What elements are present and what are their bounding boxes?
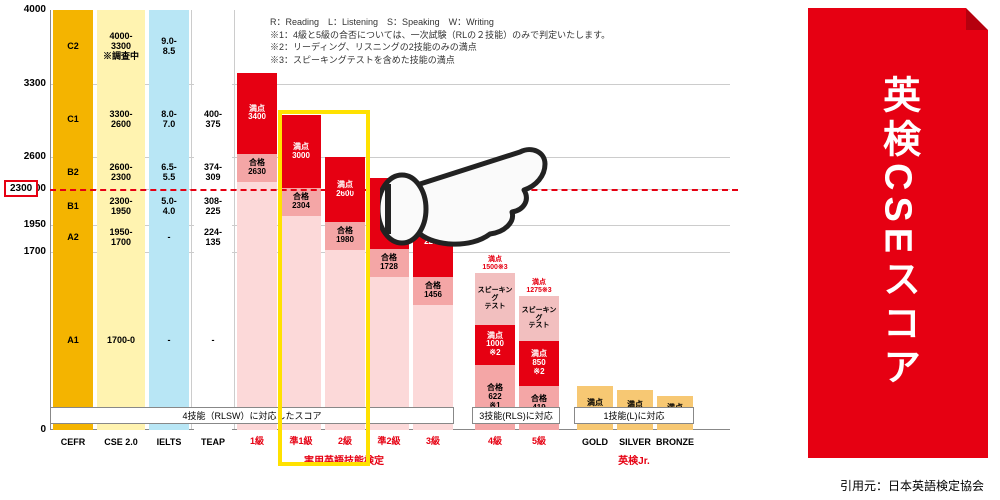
x-label: CEFR — [51, 437, 95, 447]
full-segment: 満点3000 — [281, 115, 321, 188]
x-label: 準2級 — [367, 434, 411, 447]
chart-notes: R：Reading L：Listening S：Speaking W：Writi… — [270, 16, 610, 66]
title-panel: 英検CSEスコア — [808, 8, 988, 458]
y-tick: 0 — [10, 424, 46, 435]
full-segment: 満点3400 — [237, 73, 277, 154]
band: 400- 375 — [194, 84, 232, 158]
band: 374- 309 — [194, 157, 232, 189]
band: A1 — [53, 252, 93, 431]
band: 2300- 1950 — [97, 189, 145, 226]
score-marker: 2300 — [4, 180, 38, 197]
column: 400- 375374- 309308- 225224- 135-TEAP — [191, 10, 235, 429]
pointer-hand-icon — [380, 134, 550, 259]
column: C2C1B2B1A2A1CEFR — [51, 10, 95, 429]
column: 9.0- 8.58.0- 7.06.5- 5.55.0- 4.0--IELTS — [147, 10, 191, 429]
band: 2600- 2300 — [97, 157, 145, 189]
x-label: 2級 — [323, 434, 367, 447]
x-label: 3級 — [411, 434, 455, 447]
y-tick: 1950 — [10, 219, 46, 230]
bottom-group-label: 実用英語技能検定 — [234, 452, 454, 467]
band: 3300- 2600 — [97, 84, 145, 158]
column: 合格2630満点34001級 — [235, 10, 279, 429]
band: C2 — [53, 10, 93, 84]
column: 満点385SILVER — [615, 10, 655, 429]
pass-segment: 合格1456 — [413, 277, 453, 305]
band: A2 — [53, 225, 93, 251]
band: 9.0- 8.5 — [149, 10, 189, 84]
bottom-group-label: 英検Jr. — [574, 452, 694, 467]
x-label: 4級 — [473, 434, 517, 447]
chart-area: 4000330026002300195017000 C2C1B2B1A2A1CE… — [10, 10, 730, 470]
x-label: BRONZE — [655, 437, 695, 447]
band: 1700-0 — [97, 252, 145, 431]
x-label: 準1級 — [279, 434, 323, 447]
band: 8.0- 7.0 — [149, 84, 189, 158]
x-label: 5級 — [517, 434, 561, 447]
x-label: TEAP — [192, 437, 234, 447]
title-text: 英検CSEスコア — [871, 75, 926, 391]
citation: 引用元：日本英語検定協会 — [840, 477, 984, 494]
pass-segment: 合格1980 — [325, 222, 365, 250]
band: - — [149, 225, 189, 251]
x-label: 1級 — [235, 434, 279, 447]
note-line: ※2：リーディング、リスニングの2技能のみの満点 — [270, 41, 610, 54]
note-line: ※1：4級と5級の合否については、一次試験（RLの２技能）のみで判定いたします。 — [270, 29, 610, 42]
y-tick: 3300 — [10, 78, 46, 89]
band: 4000- 3300 ※調査中 — [97, 10, 145, 84]
x-label: CSE 2.0 — [95, 437, 147, 447]
band: B1 — [53, 189, 93, 226]
x-label: GOLD — [575, 437, 615, 447]
x-label: SILVER — [615, 437, 655, 447]
y-tick: 2600 — [10, 151, 46, 162]
y-tick: 4000 — [10, 4, 46, 15]
pass-segment: 合格2630 — [237, 154, 277, 182]
pass-segment: 合格2304 — [281, 188, 321, 216]
column: 満点320BRONZE — [655, 10, 695, 429]
band: C1 — [53, 84, 93, 158]
note-line: R：Reading L：Listening S：Speaking W：Writi… — [270, 16, 610, 29]
band: 308- 225 — [194, 189, 232, 226]
band: 224- 135 — [194, 225, 232, 251]
band: 6.5- 5.5 — [149, 157, 189, 189]
band: 5.0- 4.0 — [149, 189, 189, 226]
x-label: IELTS — [147, 437, 191, 447]
column: 合格2304満点3000準1級 — [279, 10, 323, 429]
group-label: 1技能(L)に対応 — [574, 407, 694, 424]
group-label: 4技能（RLSW）に対応したスコア — [50, 407, 454, 424]
column: 4000- 3300 ※調査中3300- 26002600- 23002300-… — [95, 10, 147, 429]
y-axis: 4000330026002300195017000 — [10, 10, 50, 430]
band: B2 — [53, 157, 93, 189]
column: 満点415GOLD — [575, 10, 615, 429]
band: 1950- 1700 — [97, 225, 145, 251]
band: - — [194, 252, 232, 431]
band — [194, 10, 232, 84]
band: - — [149, 252, 189, 431]
column: 合格1980満点26002級 — [323, 10, 367, 429]
y-tick: 1700 — [10, 246, 46, 257]
fold-corner — [966, 8, 988, 30]
note-line: ※3：スピーキングテストを含めた技能の満点 — [270, 54, 610, 67]
group-label: 3技能(RLS)に対応 — [472, 407, 560, 424]
